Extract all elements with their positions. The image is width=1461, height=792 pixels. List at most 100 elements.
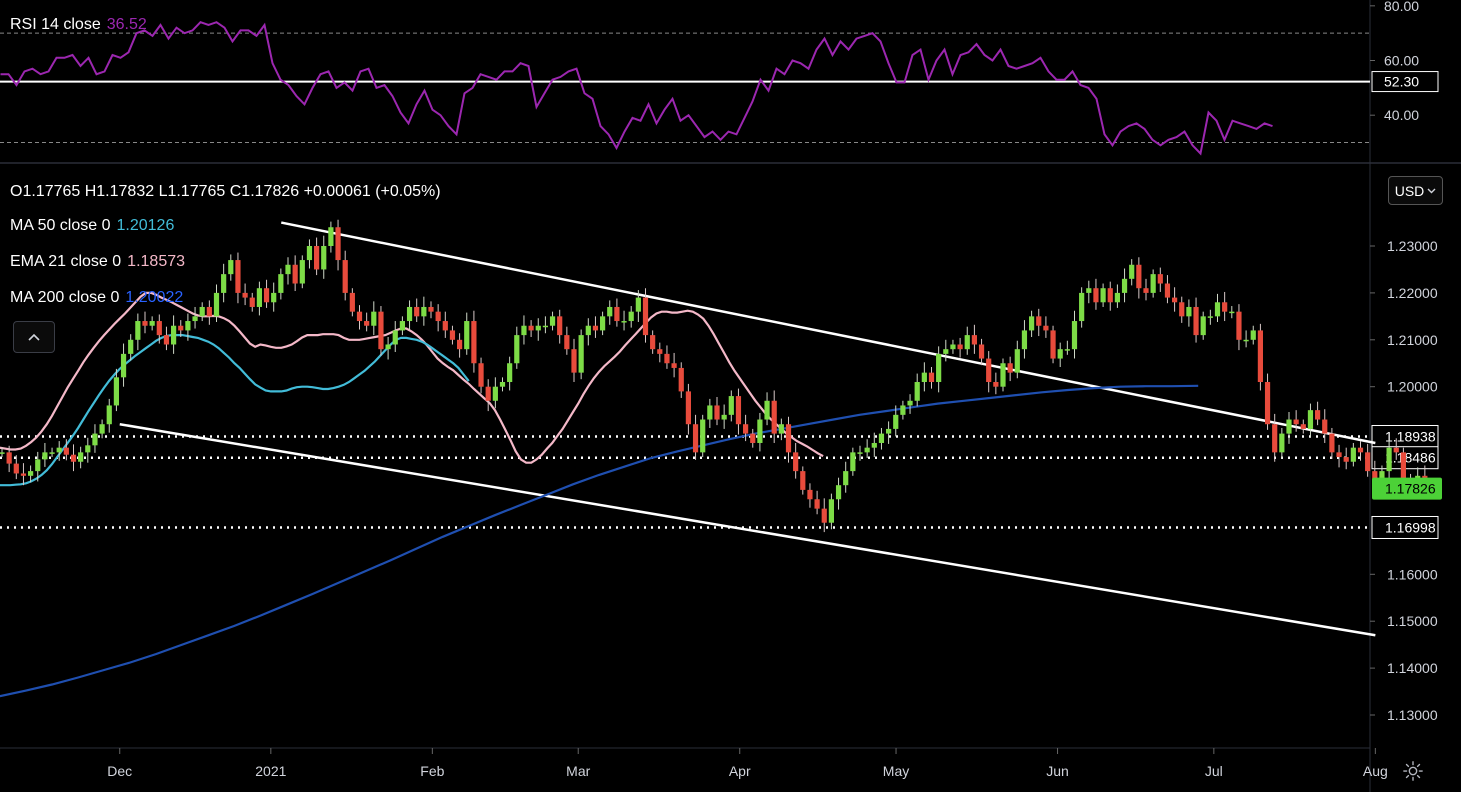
candle [1114, 292, 1120, 303]
candle [557, 316, 563, 336]
candle [371, 311, 377, 326]
candle [664, 353, 670, 364]
candle [342, 260, 348, 293]
candle [464, 321, 470, 350]
candle [1107, 288, 1113, 303]
candle [1136, 264, 1142, 289]
candle [1157, 274, 1163, 284]
candle [1300, 424, 1306, 429]
price-tick-label: 1.22000 [1387, 285, 1438, 301]
rsi-tick-label: 60.00 [1384, 53, 1419, 69]
candle [306, 246, 313, 261]
candle [178, 325, 184, 331]
candle [78, 452, 84, 462]
candle [285, 264, 291, 275]
candle [721, 414, 727, 420]
candle [13, 463, 19, 474]
candle [621, 321, 627, 323]
candle [1264, 382, 1271, 425]
candle [113, 377, 119, 406]
candle [156, 321, 162, 336]
candle [428, 306, 434, 312]
candle [1043, 325, 1049, 331]
candle [485, 386, 491, 401]
candle [986, 358, 992, 383]
candle [642, 297, 649, 336]
ma200-legend-value: 1.20022 [125, 289, 184, 306]
candle [771, 400, 777, 434]
time-tick-label: May [883, 763, 909, 779]
candle [392, 330, 398, 345]
candle [185, 321, 191, 331]
candle [692, 424, 699, 453]
candle [514, 335, 520, 364]
candle [471, 321, 477, 364]
candle [457, 339, 463, 350]
candle [907, 400, 913, 406]
candle [1386, 447, 1392, 472]
ema21-legend-label: EMA 21 close 0 [10, 253, 122, 270]
candle [535, 325, 541, 331]
rsi-legend-label: RSI 14 close [10, 16, 101, 33]
candle [1193, 306, 1199, 336]
candle [1007, 363, 1013, 373]
time-tick-label: Apr [729, 763, 751, 779]
level-label: 1.18486 [1385, 450, 1436, 466]
price-tick-label: 1.14000 [1387, 660, 1438, 676]
candle [1229, 311, 1235, 314]
candle [542, 325, 548, 328]
time-tick-label: Feb [420, 763, 444, 779]
candle [1214, 302, 1221, 317]
candle [299, 260, 305, 284]
ema21-legend: EMA 21 close 0 1.18573 [10, 253, 185, 271]
candle [1064, 349, 1070, 351]
candle [1057, 349, 1063, 359]
candle [378, 311, 384, 350]
candle [271, 292, 277, 303]
candle [28, 471, 34, 476]
ema21-legend-value: 1.18573 [127, 253, 186, 270]
price-tick-label: 1.13000 [1387, 707, 1438, 723]
candle [700, 419, 706, 453]
candle [1036, 316, 1042, 326]
price-pane: 1.23000 1.22000 1.21000 1.20000 1.16000 1.150… [0, 219, 1442, 779]
gear-icon[interactable] [1402, 760, 1424, 782]
channel-lower-line [119, 422, 1376, 637]
ma50-legend: MA 50 close 0 1.20126 [10, 217, 174, 235]
candle [1186, 306, 1192, 317]
candle [628, 311, 634, 322]
candle [814, 499, 820, 509]
candle [399, 321, 405, 331]
candle [278, 274, 284, 293]
candle [6, 452, 12, 464]
candle [750, 433, 756, 443]
candle [571, 349, 577, 373]
candle [120, 353, 127, 378]
price-tick-label: 1.23000 [1387, 238, 1438, 254]
collapse-legend-button[interactable] [13, 321, 55, 353]
candle [85, 445, 91, 453]
candle [1086, 288, 1092, 293]
candle [793, 452, 799, 472]
candle [1293, 419, 1299, 425]
candle [1343, 457, 1349, 462]
candle [213, 292, 220, 317]
candle [442, 321, 448, 331]
candle [678, 367, 684, 392]
candle [414, 306, 420, 317]
candle [1357, 447, 1364, 453]
candle [328, 227, 334, 246]
price-tick-label: 1.16000 [1387, 566, 1438, 582]
candle [757, 419, 763, 443]
candle [864, 447, 870, 453]
candle [1014, 349, 1020, 373]
candle [1143, 288, 1149, 293]
level-label: 1.16998 [1385, 519, 1436, 535]
currency-select[interactable]: USD [1388, 176, 1443, 205]
time-tick-label: Dec [107, 763, 132, 779]
candle [592, 325, 599, 331]
candle [63, 447, 69, 455]
candle [1400, 452, 1406, 481]
candle [1250, 330, 1256, 340]
